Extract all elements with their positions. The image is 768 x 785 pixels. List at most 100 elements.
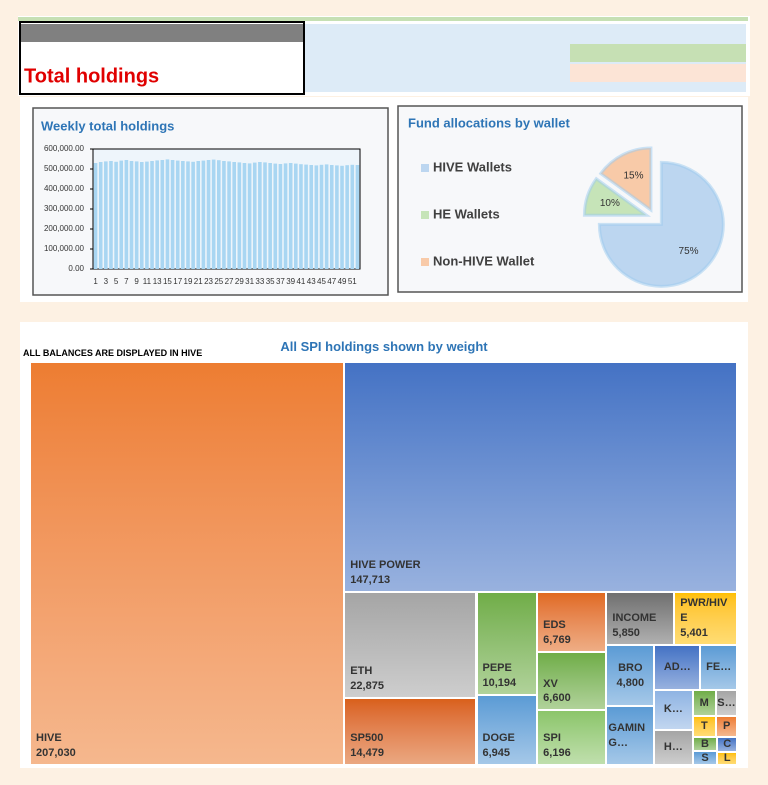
- cell-value: 207,030: [36, 747, 76, 760]
- cell-label: FE…: [706, 660, 732, 673]
- treemap-cell: S…: [715, 689, 737, 717]
- x-tick-label: 9: [134, 277, 139, 286]
- bar: [299, 164, 303, 269]
- bar: [288, 163, 293, 269]
- cell-label: L: [723, 752, 731, 765]
- treemap-cell: H…: [654, 729, 693, 765]
- bar: [206, 160, 211, 269]
- treemap-cell: HIVE 207,030: [30, 362, 345, 765]
- x-tick-label: 45: [317, 277, 326, 286]
- x-tick-label: 33: [255, 277, 264, 286]
- legend-marker: [421, 164, 429, 172]
- x-tick-label: 37: [276, 277, 285, 286]
- cell-value: 4,800: [616, 676, 645, 689]
- bar: [155, 160, 159, 269]
- bar: [237, 162, 242, 269]
- bar: [319, 164, 324, 269]
- page-title: Total holdings: [24, 65, 159, 87]
- cell-value: 14,479: [350, 747, 384, 760]
- x-tick-label: 25: [214, 277, 223, 286]
- bar: [232, 162, 236, 269]
- legend-label: Non-HIVE Wallet: [433, 253, 535, 268]
- y-tick-label: 400,000.00: [44, 184, 85, 193]
- treemap-cell: INCOME 5,850: [606, 592, 675, 645]
- header-strip: [18, 17, 748, 21]
- cell-value: 10,194: [482, 677, 517, 690]
- header-green-strip: [570, 44, 746, 62]
- cell-value: 147,713: [350, 574, 391, 587]
- cell-label: SPI: [543, 732, 561, 745]
- bar: [304, 164, 308, 269]
- treemap-cell: EDS 6,769: [537, 592, 607, 652]
- bar: [129, 161, 134, 269]
- bar: [201, 160, 206, 269]
- chart-title: All SPI holdings shown by weight: [280, 339, 488, 354]
- x-tick-label: 31: [245, 277, 254, 286]
- bar: [324, 164, 329, 269]
- y-tick-label: 300,000.00: [44, 204, 85, 213]
- x-tick-label: 29: [235, 277, 244, 286]
- x-tick-label: 13: [153, 277, 162, 286]
- cell-label: ETH: [350, 665, 373, 678]
- bar: [345, 165, 349, 269]
- cell-label: AD…: [663, 660, 691, 673]
- x-tick-label: 17: [173, 277, 182, 286]
- bar: [165, 159, 170, 269]
- bar: [104, 161, 108, 269]
- x-tick-label: 41: [296, 277, 305, 286]
- treemap-cell: T: [692, 716, 717, 737]
- bar: [170, 160, 175, 269]
- bar: [294, 163, 298, 269]
- legend-marker: [421, 211, 429, 219]
- treemap-cell: L: [717, 752, 737, 765]
- bar: [222, 161, 226, 269]
- legend-label: HIVE Wallets: [433, 159, 512, 174]
- bar: [258, 162, 262, 269]
- bar: [329, 165, 334, 269]
- x-tick-label: 1: [93, 277, 98, 286]
- x-tick-label: 3: [104, 277, 109, 286]
- treemap-panel: All SPI holdings shown by weight ALL BAL…: [20, 322, 748, 768]
- x-tick-label: 39: [286, 277, 295, 286]
- cell-label: M: [699, 696, 709, 709]
- pie-slice: [582, 176, 652, 217]
- x-tick-label: 35: [266, 277, 275, 286]
- cell-value: 6,769: [543, 634, 571, 647]
- x-tick-label: 27: [225, 277, 234, 286]
- pie-slice: [597, 160, 725, 288]
- treemap-cell: PWR/HIVE 5,401: [674, 592, 737, 645]
- cell-label: EDS: [543, 619, 566, 632]
- bar: [145, 161, 149, 269]
- x-tick-label: 23: [204, 277, 213, 286]
- bar: [335, 165, 339, 269]
- slice-label: 15%: [623, 170, 643, 181]
- cell-label: P: [722, 720, 731, 733]
- bar: [191, 161, 195, 269]
- cell-value: 6,196: [543, 747, 571, 760]
- legend-label: HE Wallets: [433, 206, 500, 221]
- y-tick-label: 100,000.00: [44, 244, 85, 253]
- treemap-cell: S: [692, 751, 718, 765]
- bar: [186, 161, 190, 269]
- bar: [196, 161, 201, 269]
- bar: [181, 161, 185, 269]
- treemap-cell: P: [716, 716, 737, 737]
- cell-label: BRO: [618, 661, 643, 674]
- bar: [273, 163, 278, 269]
- bar: [350, 164, 355, 269]
- cell-label: C: [723, 738, 732, 751]
- bar: [227, 161, 231, 269]
- bar: [242, 163, 247, 269]
- treemap-cell: C: [717, 736, 737, 753]
- treemap-cell: M: [692, 689, 716, 717]
- cell-label: H…: [663, 741, 683, 753]
- bar: [217, 160, 221, 269]
- cell-label: DOGE: [482, 732, 515, 745]
- bar: [340, 165, 344, 269]
- x-tick-label: 51: [348, 277, 357, 286]
- y-tick-label: 200,000.00: [44, 224, 85, 233]
- bar: [252, 162, 257, 269]
- bar: [283, 163, 288, 269]
- x-tick-label: 5: [114, 277, 119, 286]
- y-tick-label: 500,000.00: [44, 164, 85, 173]
